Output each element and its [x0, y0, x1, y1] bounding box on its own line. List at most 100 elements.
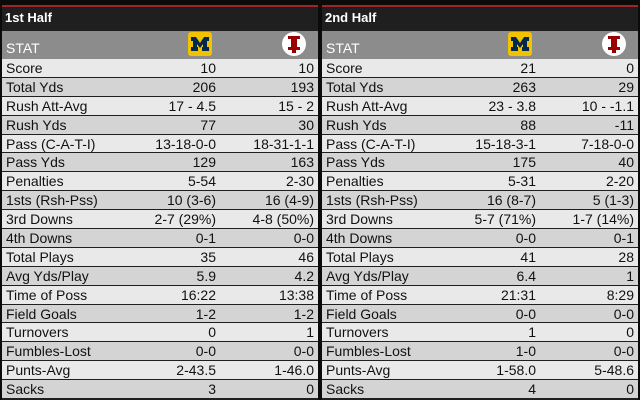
michigan-value: 21: [520, 59, 536, 76]
michigan-value: 5-54: [187, 173, 216, 190]
michigan-value: 5-7 (71%): [474, 211, 536, 228]
stat-label: Pass Yds: [6, 154, 65, 171]
michigan-value: 21:31: [500, 286, 536, 303]
table-row: Rush Yds 88 -11: [322, 115, 638, 135]
table-row: Fumbles-Lost 0-0 0-0: [2, 342, 318, 362]
indiana-value: 40: [618, 154, 634, 171]
stat-header-row: STAT: [2, 31, 318, 59]
indiana-value: 10: [298, 59, 314, 76]
michigan-value: 4: [528, 381, 536, 398]
stat-label: Turnovers: [326, 324, 389, 341]
table-row: Fumbles-Lost 1-0 0-0: [322, 342, 638, 362]
table-row: Punts-Avg 1-58.0 5-48.6: [322, 361, 638, 381]
indiana-value: 0: [306, 381, 314, 398]
stats-table: Score 10 10 Total Yds 206 193 Rush Att-Avg 17…: [2, 59, 318, 400]
indiana-value: 18-31-1-1: [253, 135, 314, 152]
stat-label: Total Plays: [326, 248, 394, 265]
stat-label: 3rd Downs: [6, 211, 73, 228]
table-row: Pass (C-A-T-I) 13-18-0-0 18-31-1-1: [2, 134, 318, 154]
table-row: Total Plays 35 46: [2, 247, 318, 267]
indiana-logo-icon: [282, 32, 306, 56]
stat-label: Field Goals: [6, 305, 77, 322]
table-row: Rush Att-Avg 23 - 3.8 10 - -1.1: [322, 96, 638, 116]
stat-label: Rush Att-Avg: [326, 97, 408, 114]
indiana-value: 4.2: [294, 267, 314, 284]
michigan-value: 77: [200, 116, 216, 133]
indiana-value: 0: [626, 324, 634, 341]
michigan-value: 41: [520, 248, 536, 265]
half-title: 1st Half: [5, 10, 52, 25]
indiana-value: 13:38: [278, 286, 314, 303]
stat-label: Rush Yds: [6, 116, 67, 133]
table-row: Penalties 5-31 2-20: [322, 172, 638, 192]
second-half-panel: 2nd Half STAT Score 21 0 Total Yds 263 29 Ru…: [322, 5, 638, 400]
table-row: Total Plays 41 28: [322, 247, 638, 267]
indiana-value: 0: [626, 381, 634, 398]
table-row: Time of Poss 16:22 13:38: [2, 285, 318, 305]
stat-label: Penalties: [6, 173, 64, 190]
stats-table: Score 21 0 Total Yds 263 29 Rush Att-Avg 23 -…: [322, 59, 638, 400]
stat-label: Fumbles-Lost: [326, 343, 411, 360]
michigan-value: 2-43.5: [176, 362, 216, 379]
michigan-value: 206: [192, 78, 216, 95]
michigan-value: 10: [200, 59, 216, 76]
indiana-value: 15 - 2: [278, 97, 314, 114]
table-row: 3rd Downs 2-7 (29%) 4-8 (50%): [2, 210, 318, 230]
stat-label: Pass (C-A-T-I): [326, 135, 416, 152]
table-row: Turnovers 1 0: [322, 323, 638, 343]
michigan-logo-icon: [508, 32, 532, 56]
stat-label: Field Goals: [326, 305, 397, 322]
stat-label: Punts-Avg: [326, 362, 391, 379]
first-half-panel: 1st Half STAT Score 10 10 Total Yds 206 193 …: [2, 5, 318, 400]
indiana-value: 30: [298, 116, 314, 133]
michigan-value: 5-31: [507, 173, 536, 190]
table-row: Score 10 10: [2, 59, 318, 78]
table-row: 1sts (Rsh-Pss) 10 (3-6) 16 (4-9): [2, 191, 318, 211]
indiana-value: 0: [626, 59, 634, 76]
stat-label: Sacks: [6, 381, 45, 398]
michigan-value: 17 - 4.5: [168, 97, 216, 114]
stat-header-label: STAT: [326, 40, 360, 56]
michigan-value: 13-18-0-0: [155, 135, 216, 152]
table-row: Total Yds 263 29: [322, 77, 638, 97]
table-row: Turnovers 0 1: [2, 323, 318, 343]
table-row: Rush Yds 77 30: [2, 115, 318, 135]
stat-label: Punts-Avg: [6, 362, 71, 379]
stat-label: 3rd Downs: [326, 211, 393, 228]
table-row: 3rd Downs 5-7 (71%) 1-7 (14%): [322, 210, 638, 230]
stat-label: Time of Poss: [6, 286, 88, 303]
indiana-value: 1-7 (14%): [572, 211, 634, 228]
stat-label: 4th Downs: [326, 229, 393, 246]
stat-label: Pass Yds: [326, 154, 385, 171]
indiana-value: 1: [306, 324, 314, 341]
table-row: Avg Yds/Play 5.9 4.2: [2, 266, 318, 286]
indiana-value: 46: [298, 248, 314, 265]
indiana-value: 29: [618, 78, 634, 95]
stat-label: Pass (C-A-T-I): [6, 135, 96, 152]
michigan-value: 2-7 (29%): [154, 211, 216, 228]
table-row: Sacks 4 0: [322, 380, 638, 400]
stat-label: Turnovers: [6, 324, 69, 341]
indiana-value: 193: [290, 78, 314, 95]
michigan-value: 23 - 3.8: [488, 97, 536, 114]
michigan-value: 16 (8-7): [486, 192, 536, 209]
table-row: Sacks 3 0: [2, 380, 318, 400]
table-row: Field Goals 0-0 0-0: [322, 304, 638, 324]
michigan-value: 6.4: [516, 267, 536, 284]
indiana-value: 0-0: [293, 343, 314, 360]
indiana-value: 5 (1-3): [592, 192, 634, 209]
michigan-value: 175: [512, 154, 536, 171]
michigan-value: 35: [200, 248, 216, 265]
michigan-value: 15-18-3-1: [475, 135, 536, 152]
indiana-value: 0-0: [613, 305, 634, 322]
michigan-value: 0-0: [515, 305, 536, 322]
michigan-value: 263: [512, 78, 536, 95]
table-row: 4th Downs 0-0 0-1: [322, 229, 638, 248]
michigan-value: 1-0: [515, 343, 536, 360]
stat-label: Avg Yds/Play: [6, 267, 89, 284]
indiana-value: 1-46.0: [274, 362, 314, 379]
michigan-value: 16:22: [180, 286, 216, 303]
stat-label: Penalties: [326, 173, 384, 190]
michigan-value: 0: [208, 324, 216, 341]
indiana-value: -11: [614, 116, 634, 133]
